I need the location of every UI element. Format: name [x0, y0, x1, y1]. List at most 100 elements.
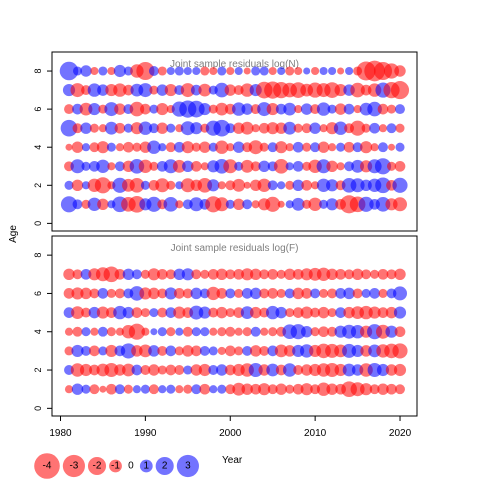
residual-bubble [140, 269, 150, 279]
residual-bubble [249, 345, 262, 357]
residual-bubble [182, 345, 194, 357]
x-tick-label: 2010 [304, 428, 327, 439]
residual-bubble [166, 384, 176, 394]
residual-bubble [224, 345, 236, 357]
residual-bubble [316, 267, 331, 282]
residual-bubble [259, 345, 270, 356]
residual-bubble [149, 308, 159, 318]
residual-bubble [200, 162, 209, 171]
residual-bubble [81, 161, 91, 171]
residual-bubble [89, 384, 100, 395]
residual-bubble [369, 384, 380, 395]
residual-bubble [131, 307, 143, 318]
residual-bubble [207, 268, 219, 280]
residual-bubble [198, 363, 211, 377]
residual-bubble [157, 288, 168, 299]
residual-bubble [285, 308, 295, 318]
residual-bubble [318, 326, 329, 338]
residual-bubble [277, 66, 286, 76]
residual-bubble [225, 308, 235, 318]
legend-bubble [155, 456, 174, 476]
residual-bubble [174, 346, 184, 356]
residual-bubble [276, 269, 286, 279]
residual-bubble [378, 142, 388, 153]
residual-bubble [300, 364, 313, 376]
residual-bubble [106, 327, 116, 337]
residual-bubble [131, 364, 143, 376]
residual-bubble [395, 123, 405, 133]
legend-value: -2 [93, 461, 102, 472]
residual-bubble [285, 143, 294, 152]
residual-bubble [81, 143, 91, 152]
residual-bubble [358, 196, 374, 212]
residual-bubble [258, 122, 270, 134]
residual-bubble [344, 161, 355, 172]
residual-bubble [242, 199, 253, 210]
residual-bubble [138, 121, 153, 135]
residual-bubble [191, 384, 202, 395]
legend-bubble [176, 454, 199, 478]
residual-bubble [123, 123, 133, 133]
legend-value: 0 [128, 461, 134, 472]
residual-bubble [165, 364, 177, 376]
residual-bubble [139, 344, 152, 358]
residual-bubble [114, 288, 125, 299]
residual-bubble [300, 325, 313, 338]
residual-bubble [350, 382, 365, 397]
residual-bubble [183, 384, 193, 394]
residual-bubble [226, 66, 235, 76]
residual-bubble [150, 328, 158, 336]
residual-bubble [63, 307, 75, 318]
residual-bubble [72, 269, 83, 280]
residual-bubble [209, 66, 218, 76]
residual-bubble [173, 288, 185, 299]
residual-bubble [129, 101, 145, 117]
residual-bubble [225, 384, 236, 395]
panel-log-n-frame [51, 51, 418, 232]
residual-bubble [283, 102, 297, 116]
residual-bubble [259, 288, 270, 299]
residual-bubble [292, 287, 304, 300]
residual-bubble [199, 383, 211, 395]
residual-bubble [71, 287, 84, 300]
residual-bubble [370, 143, 379, 152]
residual-bubble [140, 365, 151, 375]
residual-bubble [328, 66, 337, 76]
residual-bubble [180, 83, 195, 98]
residual-bubble [257, 102, 272, 117]
residual-bubble [89, 288, 100, 299]
residual-bubble [209, 327, 218, 336]
residual-bubble [114, 384, 125, 395]
residual-bubble [308, 197, 322, 212]
residual-bubble [319, 288, 329, 298]
residual-bubble [301, 179, 313, 191]
residual-bubble [350, 120, 366, 136]
residual-bubble [216, 364, 228, 376]
residual-bubble [292, 179, 304, 192]
residual-bubble [147, 268, 160, 281]
residual-bubble [267, 180, 278, 191]
residual-bubble [209, 385, 218, 394]
residual-bubble [79, 363, 93, 377]
y-tick-label: 4 [33, 329, 43, 334]
residual-bubble [174, 365, 185, 375]
residual-bubble [81, 345, 91, 356]
residual-bubble [249, 268, 262, 281]
residual-bubble [300, 306, 313, 319]
residual-bubble [107, 66, 116, 76]
panel-log-f-bubbles [63, 266, 408, 398]
residual-bubble [234, 327, 243, 336]
residual-bubble [292, 307, 304, 318]
residual-bubble [158, 385, 167, 394]
residual-bubble [361, 123, 371, 133]
residual-bubble [156, 84, 169, 96]
residual-bubble [122, 306, 135, 319]
residual-bubble [327, 308, 337, 318]
residual-bubble [190, 345, 202, 357]
residual-bubble [114, 103, 126, 115]
residual-bubble [138, 83, 153, 98]
residual-bubble [361, 269, 372, 280]
residual-bubble [343, 141, 355, 153]
panel-log-n-title: Joint sample residuals log(N) [170, 59, 299, 70]
residual-bubble [165, 345, 177, 357]
